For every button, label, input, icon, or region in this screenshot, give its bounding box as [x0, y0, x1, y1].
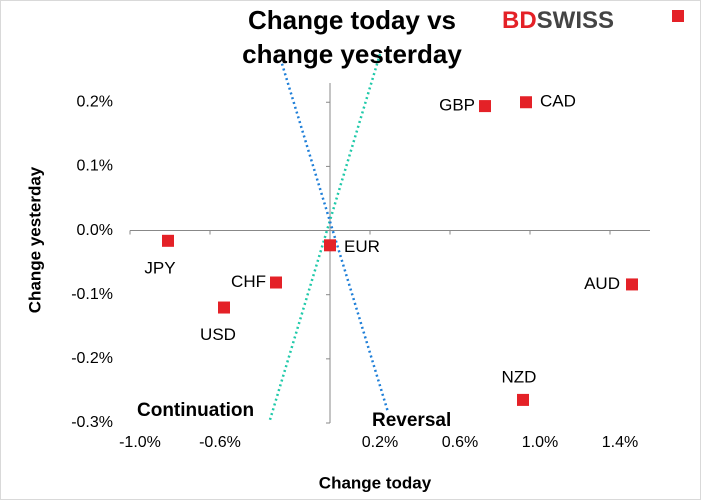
x-tick-label: 0.6% — [442, 434, 478, 451]
point-label: GBP — [439, 96, 475, 115]
svg-text:BDSWISS: BDSWISS — [502, 7, 614, 34]
point — [626, 278, 638, 291]
x-axis-label: Change today — [319, 473, 432, 492]
y-tick-label: 0.1% — [77, 158, 113, 175]
point-label: AUD — [584, 274, 620, 293]
logo-mark — [672, 10, 684, 22]
point — [162, 234, 174, 247]
y-tick-label: -0.3% — [71, 414, 113, 431]
point — [218, 301, 230, 314]
x-tick-label: 1.4% — [602, 434, 638, 451]
y-axis-label: Change yesterday — [25, 166, 44, 313]
point — [517, 393, 529, 406]
y-tick-label: -0.2% — [71, 350, 113, 367]
chart-title: change yesterday — [242, 39, 462, 69]
point-label: NZD — [502, 367, 537, 386]
annotation: Continuation — [137, 400, 254, 421]
point-label: EUR — [344, 237, 380, 256]
point — [520, 96, 532, 109]
x-tick-label: -0.6% — [199, 434, 241, 451]
y-tick-label: 0.2% — [77, 93, 113, 110]
guide-line — [268, 53, 382, 421]
x-tick-label: 1.0% — [522, 434, 558, 451]
logo: SWISS — [537, 7, 614, 34]
chart-title: Change today vs — [248, 5, 456, 35]
point — [270, 276, 282, 289]
y-tick-label: -0.1% — [71, 286, 113, 303]
y-tick-label: 0.0% — [77, 222, 113, 239]
point-label: JPY — [144, 258, 175, 277]
point-label: CAD — [540, 92, 576, 111]
point — [479, 100, 491, 113]
point-label: USD — [200, 325, 236, 344]
point-label: CHF — [231, 272, 266, 291]
annotation: Reversal — [372, 410, 451, 431]
logo: BD — [502, 7, 537, 34]
x-tick-label: 0.2% — [362, 434, 398, 451]
x-tick-label: -1.0% — [119, 434, 161, 451]
guide-line — [280, 63, 390, 413]
point — [324, 239, 336, 252]
